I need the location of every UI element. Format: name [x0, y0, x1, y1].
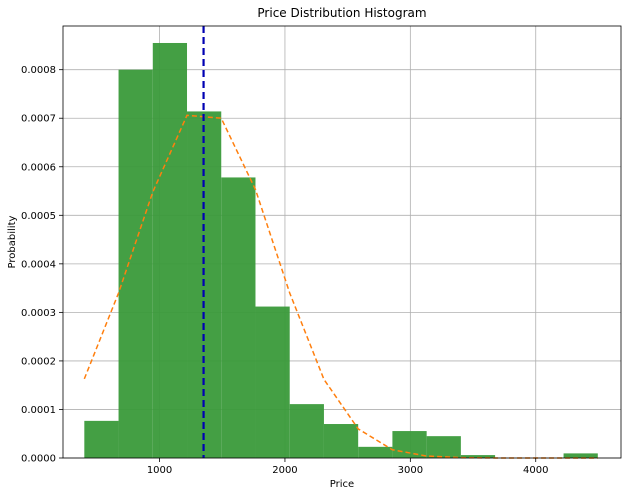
histogram-bar — [358, 446, 393, 458]
x-tick-label: 4000 — [523, 465, 548, 476]
plot-frame — [62, 25, 622, 459]
histogram-bar — [118, 69, 153, 458]
y-tick-label: 0.0001 — [21, 405, 56, 416]
x-tick-label: 1000 — [147, 465, 172, 476]
y-tick-label: 0.0006 — [21, 162, 56, 173]
y-tick-label: 0.0003 — [21, 308, 56, 319]
histogram-bar — [323, 424, 359, 458]
histogram-bar — [392, 431, 427, 458]
histogram-bar — [255, 306, 290, 458]
histogram-bar — [460, 455, 496, 458]
y-tick-label: 0.0008 — [21, 65, 56, 76]
y-axis-label: Probability — [7, 215, 18, 268]
axis-ticks: 1000 2000 3000 4000 0.0000 0.0001 0.0002 0.0003… — [21, 65, 548, 476]
histogram-bar — [84, 420, 119, 458]
x-tick-label: 2000 — [272, 465, 297, 476]
histogram-bar — [563, 453, 598, 458]
histogram-bar — [289, 404, 324, 458]
histogram-bar — [426, 436, 461, 458]
y-tick-label: 0.0000 — [21, 454, 56, 465]
histogram-bar — [152, 42, 188, 458]
y-tick-label: 0.0004 — [21, 259, 56, 270]
y-tick-label: 0.0007 — [21, 114, 56, 125]
y-tick-label: 0.0002 — [21, 356, 56, 367]
chart-title: Price Distribution Histogram — [257, 6, 426, 20]
histogram-bar — [221, 177, 256, 459]
y-tick-label: 0.0005 — [21, 211, 56, 222]
x-tick-label: 3000 — [398, 465, 423, 476]
x-axis-label: Price — [330, 479, 354, 490]
